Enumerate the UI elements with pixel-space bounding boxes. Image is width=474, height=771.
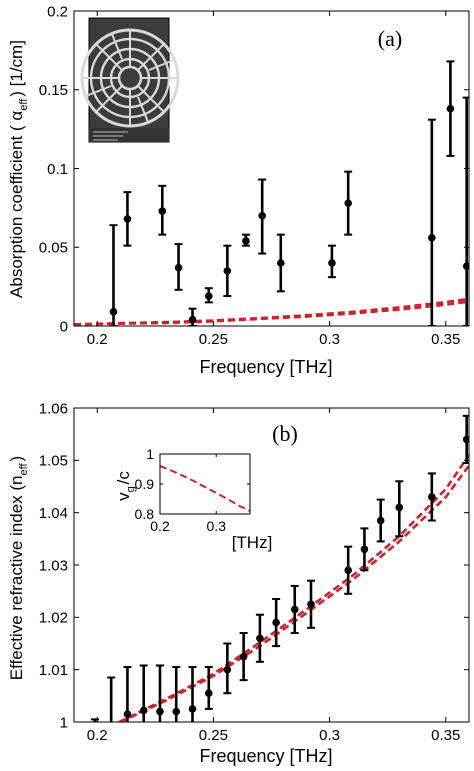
panel-b-data-point (239, 652, 248, 661)
panel-a-y-tick-label: 0 (60, 318, 68, 335)
panel-b-data-point (123, 710, 132, 718)
panel-b-data-point (172, 707, 181, 716)
panel-b-data-point (156, 707, 164, 716)
panel-a-data-point (276, 259, 285, 267)
panel-a-data-point (462, 262, 469, 270)
panel-a-x-tick-label: 0.3 (319, 331, 340, 348)
panel-a-y-tick-label: 0.15 (39, 82, 68, 99)
panel-b-data-point (256, 634, 264, 643)
panel-a-absorption: 0.2 0.25 0.3 0.35 0 0.05 0.1 0.15 0.2 (a) Freque… (7, 3, 470, 377)
panel-b-data-point (204, 689, 213, 698)
panel-b-model-curve (116, 454, 469, 722)
panel-label-b: (b) (272, 421, 298, 446)
panel-b-x-tick-label: 0.35 (431, 727, 460, 744)
panel-b-data-point (188, 705, 197, 713)
inset-x-tick-label: 0.2 (150, 518, 170, 534)
panel-b-data-point (360, 545, 369, 554)
panel-b-y-tick-label: 1 (60, 714, 68, 731)
panel-a-data-point (258, 211, 267, 220)
inset-y-tick-label: 1 (146, 446, 154, 462)
inset-group-velocity: 0.2 0.3 0.8 0.9 1 [THz] vg/c (114, 446, 272, 552)
x-axis-title-b: Frequency [THz] (199, 746, 332, 766)
panel-a-y-tick-label: 0.2 (47, 3, 68, 20)
inset-x-tick-label: 0.3 (207, 518, 227, 534)
panel-a-x-tick-label: 0.35 (431, 331, 460, 348)
panel-a-x-tick-label: 0.2 (87, 331, 108, 348)
panel-b-y-tick-label: 1.02 (39, 610, 68, 627)
panel-a-data-point (204, 292, 213, 300)
inset-x-axis-title: [THz] (232, 533, 273, 552)
inset-y-tick-label: 0.9 (135, 476, 155, 492)
axis-ticks-a: 0.2 0.25 0.3 0.35 0 0.05 0.1 0.15 0.2 (39, 3, 469, 348)
panel-a-y-tick-label: 0.05 (39, 240, 68, 257)
panel-a-data-point (446, 104, 455, 113)
panel-b-y-tick-label: 1.04 (39, 505, 68, 522)
axis-ticks-inset: 0.2 0.3 0.8 0.9 1 (135, 446, 250, 534)
panel-b-x-tick-label: 0.25 (199, 727, 228, 744)
panel-b-data-point (290, 605, 299, 614)
panel-b-data-point (462, 435, 469, 444)
panel-a-data-point (188, 315, 197, 324)
inset-model-curve (160, 465, 250, 512)
panel-b-refractive-index: 0.2 0.25 0.3 0.3511.011.021.031.041.051.06 … (7, 400, 470, 766)
panel-b-y-tick-label: 1.05 (39, 453, 68, 470)
panel-a-x-tick-label: 0.25 (199, 331, 228, 348)
panel-b-y-tick-label: 1.03 (39, 557, 68, 574)
inset-y-axis-title: vg/c (114, 471, 137, 501)
panel-a-data-point (328, 259, 336, 267)
panel-a-y-tick-label: 0.1 (47, 161, 68, 178)
panel-a-data-point (109, 308, 118, 316)
panel-a-data-point (174, 263, 183, 272)
panel-b-data-point (344, 566, 352, 575)
panel-b-y-tick-label: 1.06 (39, 400, 68, 417)
panel-a-model-curve (74, 297, 469, 326)
panel-a-data-point (242, 237, 250, 245)
axes-frame-b (73, 407, 470, 723)
panel-a-data-point (158, 207, 167, 215)
panel-b-data-point (139, 706, 148, 715)
panel-label-a: (a) (378, 26, 402, 51)
panel-b-data-point (376, 516, 385, 525)
x-axis-title-a: Frequency [THz] (199, 357, 332, 377)
panel-b-data-point (395, 503, 404, 512)
panel-b-data-point (428, 493, 436, 501)
panel-a-data-point (428, 234, 436, 242)
panel-a-data-point (123, 215, 132, 223)
panel-b-data-point (272, 618, 280, 627)
panel-a-data-point (223, 267, 232, 275)
panel-b-data-point (223, 665, 232, 674)
panel-b-x-tick-label: 0.3 (319, 727, 340, 744)
inset-y-tick-label: 0.8 (135, 506, 155, 522)
sem-inset-image (80, 17, 180, 143)
y-axis-title-b: Effective refractive index (neff) (7, 456, 30, 680)
panel-b-x-tick-label: 0.2 (87, 727, 108, 744)
panel-b-data-point (107, 726, 115, 734)
panel-b-y-tick-label: 1.01 (39, 662, 68, 679)
panel-b-model-curve (119, 464, 469, 722)
panel-b-data-point (307, 600, 315, 609)
axis-ticks-b: 0.2 0.25 0.3 0.35 1 1.01 1.02 1.03 1.04 1.05 1.06 (39, 400, 469, 744)
y-axis-title-a: Absorption coefficient ( αeff) [1/cm] (7, 40, 30, 298)
panel-a-data-point (344, 199, 352, 207)
